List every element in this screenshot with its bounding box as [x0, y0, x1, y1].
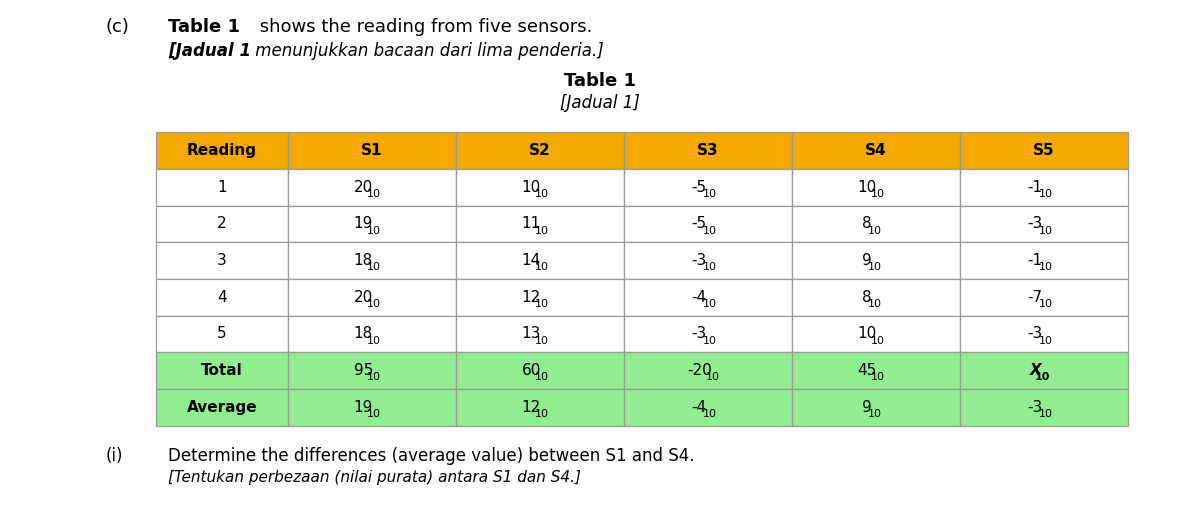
- Text: 20: 20: [354, 180, 373, 195]
- Text: 8: 8: [863, 216, 872, 232]
- Text: shows the reading from five sensors.: shows the reading from five sensors.: [254, 18, 593, 36]
- Text: Table 1: Table 1: [564, 72, 636, 90]
- Text: 10: 10: [858, 326, 877, 342]
- Text: -20: -20: [686, 363, 712, 378]
- Text: 19: 19: [354, 216, 373, 232]
- Text: 14: 14: [522, 253, 541, 268]
- Text: 10: 10: [871, 335, 884, 346]
- Text: S5: S5: [1033, 143, 1055, 158]
- Text: -5: -5: [691, 180, 707, 195]
- Text: 12: 12: [522, 290, 541, 305]
- Text: 10: 10: [868, 262, 882, 272]
- Text: 10: 10: [706, 372, 720, 382]
- Text: 10: 10: [1039, 262, 1052, 272]
- Text: 10: 10: [535, 262, 548, 272]
- Text: S2: S2: [529, 143, 551, 158]
- Text: 10: 10: [535, 372, 548, 382]
- Text: 10: 10: [367, 262, 380, 272]
- Text: Average: Average: [187, 400, 257, 415]
- Text: -1: -1: [1027, 180, 1043, 195]
- Text: 10: 10: [1034, 372, 1050, 382]
- Text: (i): (i): [106, 447, 124, 465]
- Text: Determine the differences (average value) between S1 and S4.: Determine the differences (average value…: [168, 447, 695, 465]
- Text: -5: -5: [691, 216, 707, 232]
- Text: 95: 95: [354, 363, 373, 378]
- Text: X: X: [1030, 363, 1042, 378]
- Text: 10: 10: [367, 409, 380, 419]
- Text: Reading: Reading: [187, 143, 257, 158]
- Text: 10: 10: [367, 299, 380, 309]
- Text: 10: 10: [703, 335, 716, 346]
- Text: 10: 10: [522, 180, 541, 195]
- Text: 11: 11: [522, 216, 541, 232]
- Text: -1: -1: [1027, 253, 1043, 268]
- Text: 12: 12: [522, 400, 541, 415]
- Text: S4: S4: [865, 143, 887, 158]
- Text: [Jadual 1: [Jadual 1: [168, 42, 251, 60]
- Text: 10: 10: [858, 180, 877, 195]
- Text: 60: 60: [522, 363, 541, 378]
- Text: 13: 13: [522, 326, 541, 342]
- Text: 10: 10: [535, 225, 548, 236]
- Text: -4: -4: [691, 290, 707, 305]
- Text: 10: 10: [535, 189, 548, 199]
- Text: 10: 10: [703, 189, 716, 199]
- Text: 10: 10: [871, 189, 884, 199]
- Text: 3: 3: [217, 253, 227, 268]
- Text: Table 1: Table 1: [168, 18, 240, 36]
- Text: 10: 10: [367, 372, 380, 382]
- Text: 10: 10: [1039, 299, 1052, 309]
- Text: S3: S3: [697, 143, 719, 158]
- Text: -4: -4: [691, 400, 707, 415]
- Text: 10: 10: [703, 299, 716, 309]
- Text: menunjukkan bacaan dari lima penderia.]: menunjukkan bacaan dari lima penderia.]: [250, 42, 604, 60]
- Text: 19: 19: [354, 400, 373, 415]
- Text: 10: 10: [1039, 335, 1052, 346]
- Text: 10: 10: [1039, 409, 1052, 419]
- Text: 10: 10: [535, 299, 548, 309]
- Text: 10: 10: [871, 372, 884, 382]
- Text: 9: 9: [863, 400, 872, 415]
- Text: 10: 10: [1039, 225, 1052, 236]
- Text: Total: Total: [202, 363, 242, 378]
- Text: -3: -3: [1027, 216, 1043, 232]
- Text: 18: 18: [354, 326, 373, 342]
- Text: 9: 9: [863, 253, 872, 268]
- Text: 1: 1: [217, 180, 227, 195]
- Text: -3: -3: [1027, 326, 1043, 342]
- Text: 10: 10: [1039, 189, 1052, 199]
- Text: 8: 8: [863, 290, 872, 305]
- Text: [Jadual 1]: [Jadual 1]: [560, 94, 640, 111]
- Text: -3: -3: [1027, 400, 1043, 415]
- Text: -3: -3: [691, 326, 707, 342]
- Text: [Tentukan perbezaan (nilai purata) antara S1 dan S4.]: [Tentukan perbezaan (nilai purata) antar…: [168, 470, 581, 485]
- Text: -7: -7: [1027, 290, 1043, 305]
- Text: 45: 45: [858, 363, 877, 378]
- Text: 10: 10: [367, 225, 380, 236]
- Text: 10: 10: [367, 189, 380, 199]
- Text: 10: 10: [868, 299, 882, 309]
- Text: 10: 10: [703, 225, 716, 236]
- Text: 10: 10: [868, 225, 882, 236]
- Text: S1: S1: [361, 143, 383, 158]
- Text: 10: 10: [703, 409, 716, 419]
- Text: 2: 2: [217, 216, 227, 232]
- Text: 10: 10: [868, 409, 882, 419]
- Text: (c): (c): [106, 18, 130, 36]
- Text: 10: 10: [535, 335, 548, 346]
- Text: 18: 18: [354, 253, 373, 268]
- Text: 10: 10: [367, 335, 380, 346]
- Text: -3: -3: [691, 253, 707, 268]
- Text: 4: 4: [217, 290, 227, 305]
- Text: 20: 20: [354, 290, 373, 305]
- Text: 10: 10: [535, 409, 548, 419]
- Text: 10: 10: [703, 262, 716, 272]
- Text: 5: 5: [217, 326, 227, 342]
